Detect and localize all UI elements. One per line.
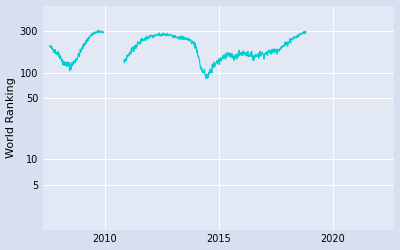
Y-axis label: World Ranking: World Ranking (6, 77, 16, 158)
